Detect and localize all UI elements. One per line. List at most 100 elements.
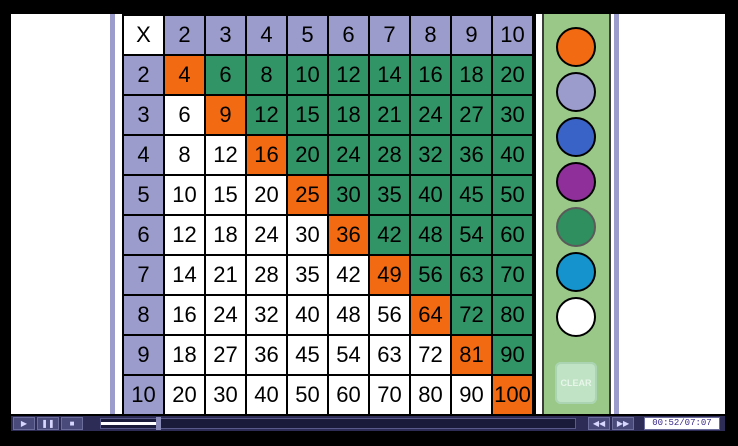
table-cell[interactable]: 80 — [411, 376, 450, 414]
table-cell[interactable]: 32 — [247, 296, 286, 334]
table-cell[interactable]: 30 — [288, 216, 327, 254]
table-cell[interactable]: 35 — [370, 176, 409, 214]
table-cell[interactable]: 50 — [288, 376, 327, 414]
left-stripe — [110, 14, 115, 414]
table-cell[interactable]: 21 — [370, 96, 409, 134]
table-cell[interactable]: 48 — [329, 296, 368, 334]
table-cell[interactable]: 45 — [452, 176, 491, 214]
table-cell[interactable]: 56 — [411, 256, 450, 294]
table-cell[interactable]: 81 — [452, 336, 491, 374]
table-cell[interactable]: 30 — [493, 96, 532, 134]
color-swatch[interactable] — [556, 162, 596, 202]
table-cell[interactable]: 35 — [288, 256, 327, 294]
table-cell[interactable]: 20 — [493, 56, 532, 94]
table-cell[interactable]: 36 — [247, 336, 286, 374]
table-cell[interactable]: 12 — [165, 216, 204, 254]
table-cell[interactable]: 30 — [329, 176, 368, 214]
table-cell[interactable]: 28 — [370, 136, 409, 174]
table-cell[interactable]: 18 — [452, 56, 491, 94]
table-cell[interactable]: 10 — [165, 176, 204, 214]
table-cell[interactable]: 40 — [493, 136, 532, 174]
color-swatch[interactable] — [556, 207, 596, 247]
table-cell[interactable]: 18 — [206, 216, 245, 254]
table-cell[interactable]: 20 — [247, 176, 286, 214]
table-cell[interactable]: 30 — [206, 376, 245, 414]
table-cell[interactable]: 16 — [247, 136, 286, 174]
table-cell[interactable]: 6 — [165, 96, 204, 134]
table-row: 4 8 12 16 20 24 28 32 36 40 — [124, 136, 532, 174]
table-cell[interactable]: 32 — [411, 136, 450, 174]
table-cell[interactable]: 72 — [452, 296, 491, 334]
table-cell[interactable]: 6 — [206, 56, 245, 94]
table-cell[interactable]: 54 — [452, 216, 491, 254]
table-cell[interactable]: 60 — [493, 216, 532, 254]
table-cell[interactable]: 42 — [370, 216, 409, 254]
table-cell[interactable]: 28 — [247, 256, 286, 294]
table-cell[interactable]: 24 — [411, 96, 450, 134]
play-button[interactable]: ▶ — [13, 417, 35, 430]
table-cell[interactable]: 40 — [247, 376, 286, 414]
table-cell[interactable]: 21 — [206, 256, 245, 294]
table-cell[interactable]: 10 — [288, 56, 327, 94]
seek-bar[interactable] — [100, 417, 576, 430]
rewind-button[interactable]: ◀◀ — [588, 417, 610, 430]
table-cell[interactable]: 80 — [493, 296, 532, 334]
table-cell[interactable]: 8 — [165, 136, 204, 174]
table-cell[interactable]: 18 — [329, 96, 368, 134]
table-cell[interactable]: 49 — [370, 256, 409, 294]
table-cell[interactable]: 63 — [370, 336, 409, 374]
table-cell[interactable]: 14 — [165, 256, 204, 294]
clear-button[interactable]: CLEAR — [555, 362, 597, 404]
color-swatch[interactable] — [556, 117, 596, 157]
table-cell[interactable]: 45 — [288, 336, 327, 374]
table-cell[interactable]: 16 — [165, 296, 204, 334]
stop-button[interactable]: ■ — [61, 417, 83, 430]
table-cell[interactable]: 8 — [247, 56, 286, 94]
color-swatch[interactable] — [556, 27, 596, 67]
table-cell[interactable]: 24 — [247, 216, 286, 254]
seek-handle[interactable] — [155, 417, 161, 430]
table-cell[interactable]: 60 — [329, 376, 368, 414]
table-cell[interactable]: 18 — [165, 336, 204, 374]
table-cell[interactable]: 20 — [165, 376, 204, 414]
table-cell[interactable]: 25 — [288, 176, 327, 214]
table-cell[interactable]: 90 — [493, 336, 532, 374]
color-swatch[interactable] — [556, 252, 596, 292]
column-header: 5 — [288, 16, 327, 54]
table-cell[interactable]: 64 — [411, 296, 450, 334]
table-cell[interactable]: 40 — [411, 176, 450, 214]
table-cell[interactable]: 90 — [452, 376, 491, 414]
pause-button[interactable]: ❚❚ — [37, 417, 59, 430]
table-cell[interactable]: 27 — [452, 96, 491, 134]
table-cell[interactable]: 70 — [370, 376, 409, 414]
table-row: 3 6 9 12 15 18 21 24 27 30 — [124, 96, 532, 134]
table-cell[interactable]: 72 — [411, 336, 450, 374]
table-cell[interactable]: 14 — [370, 56, 409, 94]
table-cell[interactable]: 15 — [206, 176, 245, 214]
table-cell[interactable]: 40 — [288, 296, 327, 334]
table-cell[interactable]: 36 — [452, 136, 491, 174]
table-cell[interactable]: 48 — [411, 216, 450, 254]
table-cell[interactable]: 100 — [493, 376, 532, 414]
table-cell[interactable]: 9 — [206, 96, 245, 134]
table-cell[interactable]: 15 — [288, 96, 327, 134]
table-cell[interactable]: 36 — [329, 216, 368, 254]
table-cell[interactable]: 20 — [288, 136, 327, 174]
table-cell[interactable]: 27 — [206, 336, 245, 374]
color-swatch[interactable] — [556, 297, 596, 337]
table-cell[interactable]: 4 — [165, 56, 204, 94]
table-cell[interactable]: 12 — [247, 96, 286, 134]
table-cell[interactable]: 12 — [329, 56, 368, 94]
table-cell[interactable]: 12 — [206, 136, 245, 174]
table-cell[interactable]: 24 — [206, 296, 245, 334]
table-cell[interactable]: 24 — [329, 136, 368, 174]
table-cell[interactable]: 70 — [493, 256, 532, 294]
table-cell[interactable]: 54 — [329, 336, 368, 374]
fast-forward-button[interactable]: ▶▶ — [612, 417, 634, 430]
table-cell[interactable]: 16 — [411, 56, 450, 94]
table-cell[interactable]: 50 — [493, 176, 532, 214]
table-cell[interactable]: 56 — [370, 296, 409, 334]
table-cell[interactable]: 63 — [452, 256, 491, 294]
color-swatch[interactable] — [556, 72, 596, 112]
table-cell[interactable]: 42 — [329, 256, 368, 294]
